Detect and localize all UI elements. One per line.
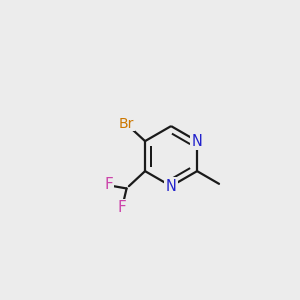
Text: N: N bbox=[166, 178, 176, 194]
Text: F: F bbox=[105, 178, 114, 193]
Text: Br: Br bbox=[119, 117, 134, 131]
Text: F: F bbox=[118, 200, 126, 215]
Text: N: N bbox=[192, 134, 203, 148]
